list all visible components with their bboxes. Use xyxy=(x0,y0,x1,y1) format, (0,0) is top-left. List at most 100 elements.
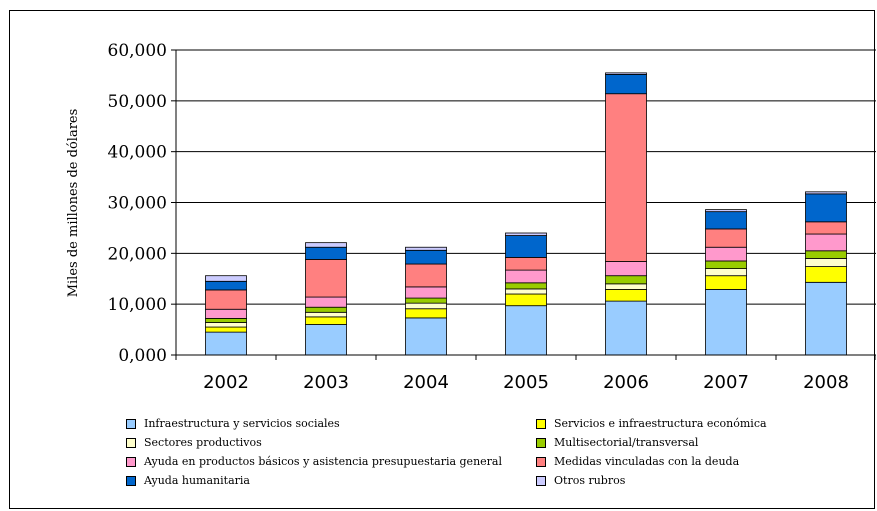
bar-segment xyxy=(805,266,847,283)
legend-label: Ayuda en productos básicos y asistencia … xyxy=(144,455,502,468)
bars xyxy=(205,72,847,356)
gridlines xyxy=(176,49,876,305)
bar-segment xyxy=(805,258,847,267)
legend-item: Otros rubros xyxy=(536,472,826,489)
bar-segment xyxy=(705,209,747,213)
legend-label: Sectores productivos xyxy=(144,436,262,449)
legend-item: Multisectorial/transversal xyxy=(536,434,826,451)
bar-segment xyxy=(305,311,347,318)
bar-segment xyxy=(705,260,747,269)
bar-segment xyxy=(805,193,847,223)
bar-segment xyxy=(605,72,647,75)
stacked-bar-chart: 0,000 10,000 20,000 30,000 40,000 50,000 60,00… xyxy=(66,41,876,393)
legend-swatch xyxy=(536,418,546,429)
bar-segment xyxy=(205,326,247,333)
bar-segment xyxy=(205,317,247,323)
legend-swatch xyxy=(536,456,546,467)
bar-segment xyxy=(705,246,747,262)
bar-segment xyxy=(305,259,347,298)
legend-item: Servicios e infraestructura económica xyxy=(536,415,826,432)
bar-segment xyxy=(405,317,447,356)
bar-segment xyxy=(605,74,647,95)
bar-segment xyxy=(805,233,847,252)
bar-segment xyxy=(505,232,547,236)
bar-segment xyxy=(405,263,447,288)
bar-segment xyxy=(605,289,647,302)
bar-segment xyxy=(305,296,347,308)
legend-swatch xyxy=(536,475,546,486)
bar-segment xyxy=(205,308,247,319)
legend-label: Otros rubros xyxy=(554,474,626,487)
axes xyxy=(171,49,876,360)
bar-segment xyxy=(505,269,547,284)
bar-segment xyxy=(405,249,447,265)
bar-segment xyxy=(605,261,647,277)
legend-item: Sectores productivos xyxy=(126,434,536,451)
legend-label: Ayuda humanitaria xyxy=(144,474,250,487)
y-tick-labels: 0,000 10,000 20,000 30,000 40,000 50,000 60,00… xyxy=(108,41,167,366)
bar-segment xyxy=(405,308,447,319)
bar-segment xyxy=(805,191,847,195)
bar-segment xyxy=(505,282,547,290)
bar-segment xyxy=(305,246,347,260)
legend: Infraestructura y servicios sociales Serv… xyxy=(126,415,826,489)
bar-segment xyxy=(405,286,447,299)
y-tick-label: 0,000 xyxy=(118,346,167,366)
legend-item: Infraestructura y servicios sociales xyxy=(126,415,536,432)
bar-segment xyxy=(405,246,447,251)
y-axis-title: Miles de millones de dólares xyxy=(66,109,81,298)
legend-item: Ayuda humanitaria xyxy=(126,472,536,489)
bar-segment xyxy=(505,256,547,271)
bar-segment xyxy=(405,297,447,304)
bar-segment xyxy=(305,316,347,325)
legend-item: Ayuda en productos básicos y asistencia … xyxy=(126,453,536,470)
bar-segment xyxy=(505,305,547,356)
bar-segment xyxy=(805,281,847,356)
x-tick-label: 2008 xyxy=(803,372,849,393)
bar-segment xyxy=(605,275,647,285)
x-tick-labels: 2002 2003 2004 2005 2006 2007 2008 xyxy=(203,372,849,393)
bar-segment xyxy=(305,242,347,248)
x-tick-label: 2005 xyxy=(503,372,549,393)
chart-frame: 0,000 10,000 20,000 30,000 40,000 50,000 60,00… xyxy=(9,10,876,509)
legend-item: Medidas vinculadas con la deuda xyxy=(536,453,826,470)
y-tick-label: 30,000 xyxy=(108,194,167,214)
y-tick-label: 60,000 xyxy=(108,41,167,61)
bar-segment xyxy=(205,322,247,328)
x-tick-label: 2003 xyxy=(303,372,349,393)
bar-segment xyxy=(205,280,247,291)
x-tick-label: 2006 xyxy=(603,372,649,393)
bar-segment xyxy=(205,289,247,310)
bar-segment xyxy=(405,302,447,310)
y-tick-label: 50,000 xyxy=(108,92,167,112)
x-tick-label: 2004 xyxy=(403,372,449,393)
bar-segment xyxy=(605,300,647,356)
bar-segment xyxy=(305,306,347,313)
y-tick-label: 20,000 xyxy=(108,244,167,264)
bar-segment xyxy=(805,250,847,259)
y-tick-label: 40,000 xyxy=(108,143,167,163)
bar-segment xyxy=(705,268,747,277)
x-tick-label: 2007 xyxy=(703,372,749,393)
bar-segment xyxy=(205,331,247,356)
bar-segment xyxy=(605,93,647,262)
bar-segment xyxy=(605,283,647,290)
legend-swatch xyxy=(126,475,136,486)
bar-segment xyxy=(705,211,747,230)
legend-label: Servicios e infraestructura económica xyxy=(554,417,767,430)
legend-swatch xyxy=(126,456,136,467)
legend-label: Medidas vinculadas con la deuda xyxy=(554,455,740,468)
bar-segment xyxy=(705,289,747,356)
bar-segment xyxy=(505,293,547,307)
legend-label: Infraestructura y servicios sociales xyxy=(144,417,340,430)
bar-segment xyxy=(805,221,847,235)
bar-segment xyxy=(705,275,747,290)
bar-segment xyxy=(305,324,347,356)
bar-segment xyxy=(505,288,547,295)
bar-segment xyxy=(505,235,547,258)
legend-swatch xyxy=(126,437,136,448)
legend-label: Multisectorial/transversal xyxy=(554,436,699,449)
legend-swatch xyxy=(126,418,136,429)
x-tick-label: 2002 xyxy=(203,372,249,393)
bar-segment xyxy=(205,275,247,282)
